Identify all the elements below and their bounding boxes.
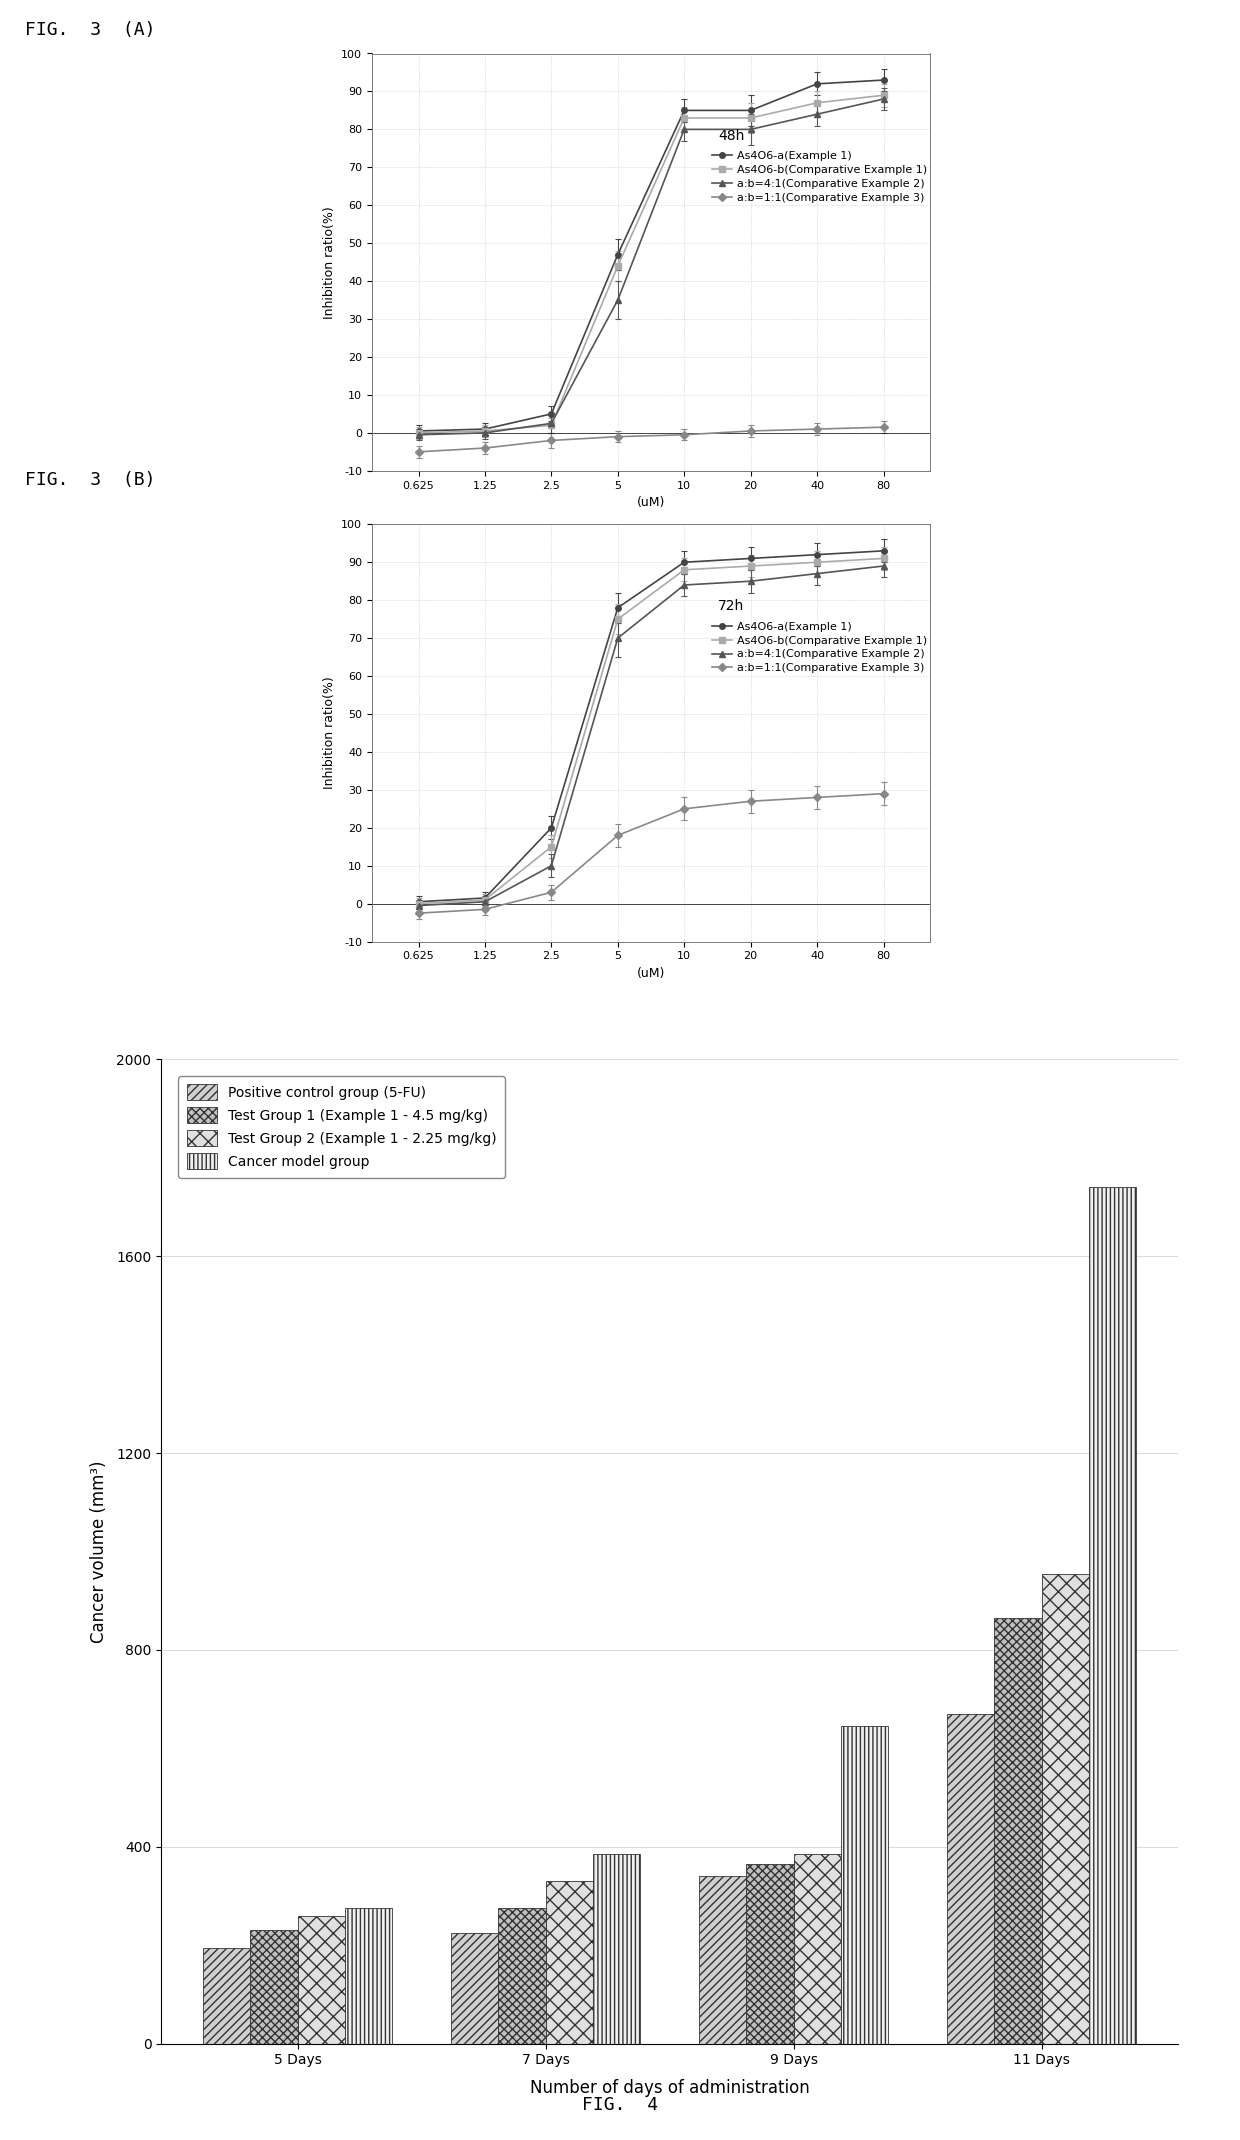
X-axis label: (uM): (uM) <box>637 496 665 509</box>
Bar <box>451 1932 498 2044</box>
Bar <box>794 1853 841 2044</box>
Bar <box>994 1618 1042 2044</box>
Text: 48h: 48h <box>718 128 744 143</box>
Bar <box>593 1853 640 2044</box>
Bar <box>746 1864 794 2044</box>
Text: FIG.  3  (B): FIG. 3 (B) <box>25 471 155 488</box>
Bar <box>546 1881 593 2044</box>
Bar <box>345 1909 392 2044</box>
Legend: As4O6-a(Example 1), As4O6-b(Comparative Example 1), a:b=4:1(Comparative Example : As4O6-a(Example 1), As4O6-b(Comparative … <box>712 621 928 674</box>
Y-axis label: Cancer volume (mm³): Cancer volume (mm³) <box>89 1459 108 1644</box>
Text: FIG.  4: FIG. 4 <box>582 2097 658 2114</box>
Y-axis label: Inhibition ratio(%): Inhibition ratio(%) <box>322 205 336 319</box>
Bar <box>203 1947 250 2044</box>
Bar <box>250 1930 298 2044</box>
Bar <box>298 1915 345 2044</box>
Legend: As4O6-a(Example 1), As4O6-b(Comparative Example 1), a:b=4:1(Comparative Example : As4O6-a(Example 1), As4O6-b(Comparative … <box>712 150 928 203</box>
Bar <box>947 1714 994 2044</box>
Y-axis label: Inhibition ratio(%): Inhibition ratio(%) <box>322 676 336 790</box>
Bar <box>1089 1188 1136 2044</box>
X-axis label: Number of days of administration: Number of days of administration <box>529 2078 810 2097</box>
X-axis label: (uM): (uM) <box>637 967 665 980</box>
Bar <box>498 1909 546 2044</box>
Bar <box>1042 1573 1089 2044</box>
Text: 72h: 72h <box>718 599 744 614</box>
Legend: Positive control group (5-FU), Test Group 1 (Example 1 - 4.5 mg/kg), Test Group : Positive control group (5-FU), Test Grou… <box>179 1076 505 1177</box>
Bar <box>699 1877 746 2044</box>
Text: FIG.  3  (A): FIG. 3 (A) <box>25 21 155 39</box>
Bar <box>841 1727 888 2044</box>
